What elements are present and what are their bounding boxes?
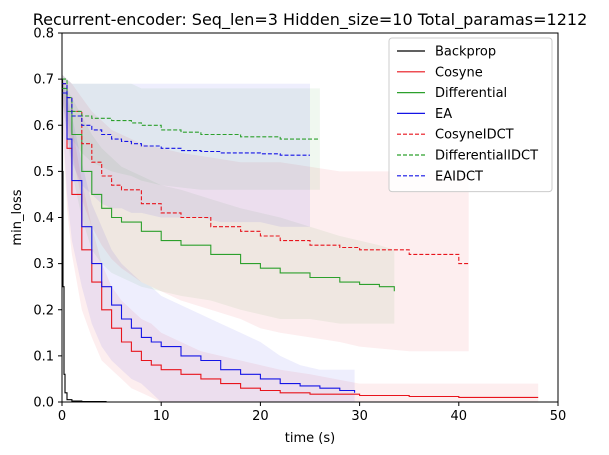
y-tick-label: 0.1: [33, 349, 54, 364]
y-tick-label: 0.8: [33, 27, 54, 42]
legend-label-backprop: Backprop: [435, 45, 496, 60]
chart-title: Recurrent-encoder: Seq_len=3 Hidden_size…: [33, 10, 588, 30]
x-axis: 0 10 20 30 40 50: [58, 402, 566, 424]
x-tick-label: 40: [451, 409, 468, 424]
legend-box: [388, 37, 553, 193]
band-ea: [62, 79, 355, 402]
series-lines: [62, 78, 539, 402]
series-line-cosyneidct: [62, 83, 469, 265]
y-axis: 0.0 0.1 0.2 0.3 0.4 0.5 0.6 0.7 0.8: [33, 27, 62, 411]
band-cosyneidct: [62, 74, 469, 352]
legend: Backprop Cosyne Differential EA CosyneIDCT Di…: [388, 37, 553, 193]
legend-label-differentialidct: DifferentialIDCT: [435, 149, 538, 164]
series-line-ea: [62, 92, 356, 393]
series-line-backprop: [62, 78, 107, 402]
y-tick-label: 0.2: [33, 303, 54, 318]
y-tick-label: 0.6: [33, 119, 54, 134]
legend-label-differential: Differential: [435, 86, 507, 101]
x-tick-label: 50: [550, 409, 567, 424]
y-tick-label: 0.0: [33, 396, 54, 411]
legend-label-ea: EA: [435, 107, 452, 122]
y-tick-label: 0.4: [33, 211, 54, 226]
x-tick-label: 0: [58, 409, 66, 424]
x-tick-label: 20: [252, 409, 269, 424]
legend-label-cosyne: Cosyne: [435, 65, 483, 80]
band-differential: [62, 79, 395, 324]
x-tick-label: 10: [153, 409, 170, 424]
x-tick-label: 30: [351, 409, 368, 424]
y-tick-label: 0.5: [33, 165, 54, 180]
y-tick-label: 0.7: [33, 73, 54, 88]
legend-label-eaidct: EAIDCT: [435, 169, 483, 184]
series-line-differential: [62, 87, 395, 292]
legend-label-cosyneidct: CosyneIDCT: [435, 128, 514, 143]
y-tick-label: 0.3: [33, 257, 54, 272]
y-axis-label: min_loss: [10, 189, 25, 245]
series-line-differentialidct: [62, 78, 320, 140]
series-line-eaidct: [62, 83, 310, 156]
band-eaidct: [62, 74, 310, 227]
x-axis-label: time (s): [285, 431, 335, 446]
